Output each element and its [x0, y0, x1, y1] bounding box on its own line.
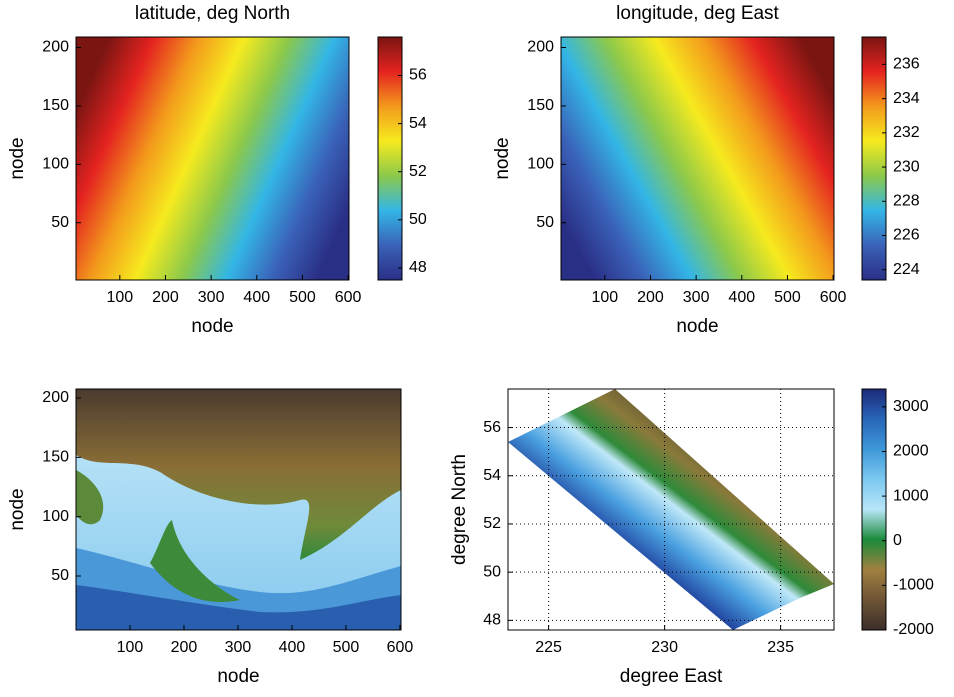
y-axis-label: node: [7, 137, 28, 179]
y-tick-label: 150: [527, 97, 554, 114]
x-tick-label: 600: [820, 289, 847, 306]
y-tick-label: 100: [42, 156, 69, 173]
colorbar-tick-label: 56: [409, 67, 427, 84]
colorbar-tick-label: 48: [409, 259, 427, 276]
colorbar-tick-label: 3000: [893, 398, 929, 415]
x-axis-label: node: [191, 316, 233, 337]
x-tick-label: 100: [106, 289, 133, 306]
x-tick-label: 200: [152, 289, 179, 306]
heatmap-field: [76, 37, 349, 280]
y-tick-label: 50: [51, 214, 69, 231]
y-tick-label: 150: [42, 449, 69, 466]
x-tick-label: 500: [774, 289, 801, 306]
colorbar-tick-label: -1000: [893, 577, 934, 594]
x-tick-label: 300: [198, 289, 225, 306]
map-strip: [508, 389, 834, 630]
colorbar: [861, 388, 887, 631]
y-axis-label: degree North: [449, 454, 470, 565]
x-tick-label: 400: [279, 639, 306, 656]
y-tick-label: 100: [527, 156, 554, 173]
colorbar-tick-label: 2000: [893, 443, 929, 460]
x-tick-label: 400: [728, 289, 755, 306]
y-tick-label: 50: [483, 563, 501, 580]
x-axis-label: degree East: [620, 666, 723, 687]
bathymetry-image: [76, 389, 401, 630]
y-tick-label: 100: [42, 508, 69, 525]
x-tick-label: 300: [225, 639, 252, 656]
x-axis-label: node: [676, 316, 718, 337]
colorbar-tick-label: 1000: [893, 487, 929, 504]
axes-frame: [507, 388, 835, 631]
y-tick-label: 50: [536, 214, 554, 231]
x-tick-label: 600: [387, 639, 414, 656]
x-tick-label: 600: [335, 289, 362, 306]
colorbar-tick-label: 228: [893, 193, 920, 210]
y-tick-label: 200: [42, 39, 69, 56]
colorbar-tick-label: 54: [409, 115, 427, 132]
colorbar-tick-label: -2000: [893, 621, 934, 638]
colorbar-tick-label: 230: [893, 158, 920, 175]
y-axis-label: node: [492, 137, 513, 179]
colorbar-tick-label: 224: [893, 261, 920, 278]
axes-frame: [75, 36, 350, 281]
colorbar: [377, 36, 403, 281]
y-tick-label: 56: [483, 419, 501, 436]
colorbar-tick-label: 0: [893, 532, 902, 549]
x-tick-label: 300: [683, 289, 710, 306]
y-tick-label: 48: [483, 612, 501, 629]
x-tick-label: 100: [117, 639, 144, 656]
y-tick-label: 54: [483, 467, 501, 484]
colorbar-tick-label: 226: [893, 227, 920, 244]
chart-title: latitude, deg North: [135, 3, 290, 24]
heatmap-field: [561, 37, 834, 280]
x-tick-label: 230: [651, 639, 678, 656]
x-tick-label: 200: [637, 289, 664, 306]
x-tick-label: 235: [767, 639, 794, 656]
colorbar: [861, 36, 887, 281]
y-tick-label: 150: [42, 97, 69, 114]
colorbar-tick-label: 232: [893, 124, 920, 141]
x-tick-label: 225: [535, 639, 562, 656]
y-tick-label: 200: [527, 39, 554, 56]
x-tick-label: 200: [171, 639, 198, 656]
x-tick-label: 500: [333, 639, 360, 656]
axes-frame: [560, 36, 835, 281]
y-axis-label: node: [7, 488, 28, 530]
chart-title: longitude, deg East: [616, 3, 779, 24]
colorbar-tick-label: 234: [893, 90, 920, 107]
y-tick-label: 50: [51, 567, 69, 584]
colorbar-tick-label: 52: [409, 163, 427, 180]
y-tick-label: 200: [42, 389, 69, 406]
x-tick-label: 400: [243, 289, 270, 306]
y-tick-label: 52: [483, 515, 501, 532]
colorbar-tick-label: 236: [893, 56, 920, 73]
x-tick-label: 500: [289, 289, 316, 306]
colorbar-tick-label: 50: [409, 211, 427, 228]
axes-frame: [75, 388, 402, 631]
x-axis-label: node: [217, 666, 259, 687]
x-tick-label: 100: [591, 289, 618, 306]
